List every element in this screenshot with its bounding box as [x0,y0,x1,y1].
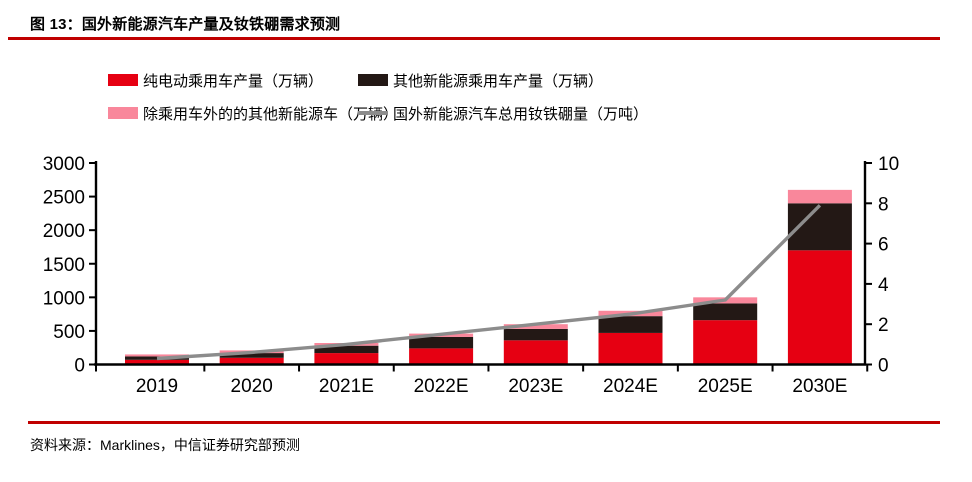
left-axis-tick-label: 3000 [43,154,85,175]
bar-segment-other_pv [693,303,758,321]
bar-segment-non_pv [409,333,474,337]
bar-segment-non_pv [125,354,189,357]
x-axis-category-label: 2030E [792,376,847,397]
bar-segment-bev [503,340,568,365]
left-axis-tick-label: 1000 [43,288,85,309]
legend-label: 除乘用车外的的其他新能源车（万辆） [143,105,399,123]
bar-segment-other_pv [314,345,379,354]
x-axis-category-label: 2025E [698,376,753,397]
left-axis-tick-label: 0 [74,356,85,377]
bar-segment-bev [125,359,189,365]
bar-segment-bev [598,332,663,365]
legend-item: 除乘用车外的的其他新能源车（万辆） [108,103,398,123]
bar-segment-bev [409,348,474,365]
chart-legend: 纯电动乘用车产量（万辆） 其他新能源乘用车产量（万辆） 除乘用车外的的其他新能源车（… [108,70,648,123]
legend-item: 国外新能源汽车总用钕铁硼量（万吨） [358,103,648,123]
legend-color-swatch [108,107,138,119]
legend-label: 纯电动乘用车产量（万辆） [143,72,324,90]
bar-segment-other_pv [503,328,568,341]
x-axis-category-label: 2023E [508,376,563,397]
bar-segment-non_pv [598,310,663,317]
bar-segment-non_pv [219,350,284,354]
source-note: 资料来源：Marklines，中信证券研究部预测 [30,437,300,453]
right-axis-tick-label: 6 [878,235,889,256]
ndfeb-demand-trend-line [156,204,822,361]
left-axis-tick-label: 500 [53,322,85,343]
bar-segment-other_pv [598,316,663,333]
right-axis-tick-label: 10 [878,154,899,175]
right-axis-tick-label: 0 [878,356,889,377]
x-axis-category-label: 2019 [136,376,178,397]
bar-segment-non_pv [314,343,379,346]
right-axis-tick-label: 4 [878,275,889,296]
bar-segment-bev [693,320,758,365]
x-axis-category-label: 2022E [414,376,469,397]
left-axis-tick-label: 1500 [43,255,85,276]
chart-title: 图 13：国外新能源汽车产量及钕铁硼需求预测 [30,16,341,33]
left-axis-tick-label: 2000 [43,221,85,242]
footer-rule [28,421,940,424]
bar-segment-bev [314,353,379,365]
x-axis-category-label: 2020 [231,376,273,397]
x-axis-category-label: 2021E [319,376,374,397]
bar-segment-other_pv [219,353,284,358]
legend-line-swatch [358,111,388,115]
legend-item: 纯电动乘用车产量（万辆） [108,70,358,90]
bar-segment-bev [219,357,284,365]
bar-segment-non_pv [503,324,568,329]
bar-segment-bev [787,250,852,365]
legend-label: 其他新能源乘用车产量（万辆） [393,72,604,90]
right-axis-tick-label: 8 [878,194,889,215]
bar-segment-non_pv [787,189,852,204]
bar-segment-other_pv [125,356,189,360]
legend-item: 其他新能源乘用车产量（万辆） [358,70,648,90]
left-axis-tick-label: 2500 [43,188,85,209]
right-axis-tick-label: 2 [878,315,889,336]
title-underline-rule [8,37,940,40]
legend-color-swatch [358,74,388,86]
legend-color-swatch [108,74,138,86]
bar-segment-other_pv [787,203,852,251]
x-axis-category-label: 2024E [603,376,658,397]
legend-label: 国外新能源汽车总用钕铁硼量（万吨） [393,105,649,123]
bar-segment-non_pv [693,297,758,304]
bar-segment-other_pv [409,336,474,349]
